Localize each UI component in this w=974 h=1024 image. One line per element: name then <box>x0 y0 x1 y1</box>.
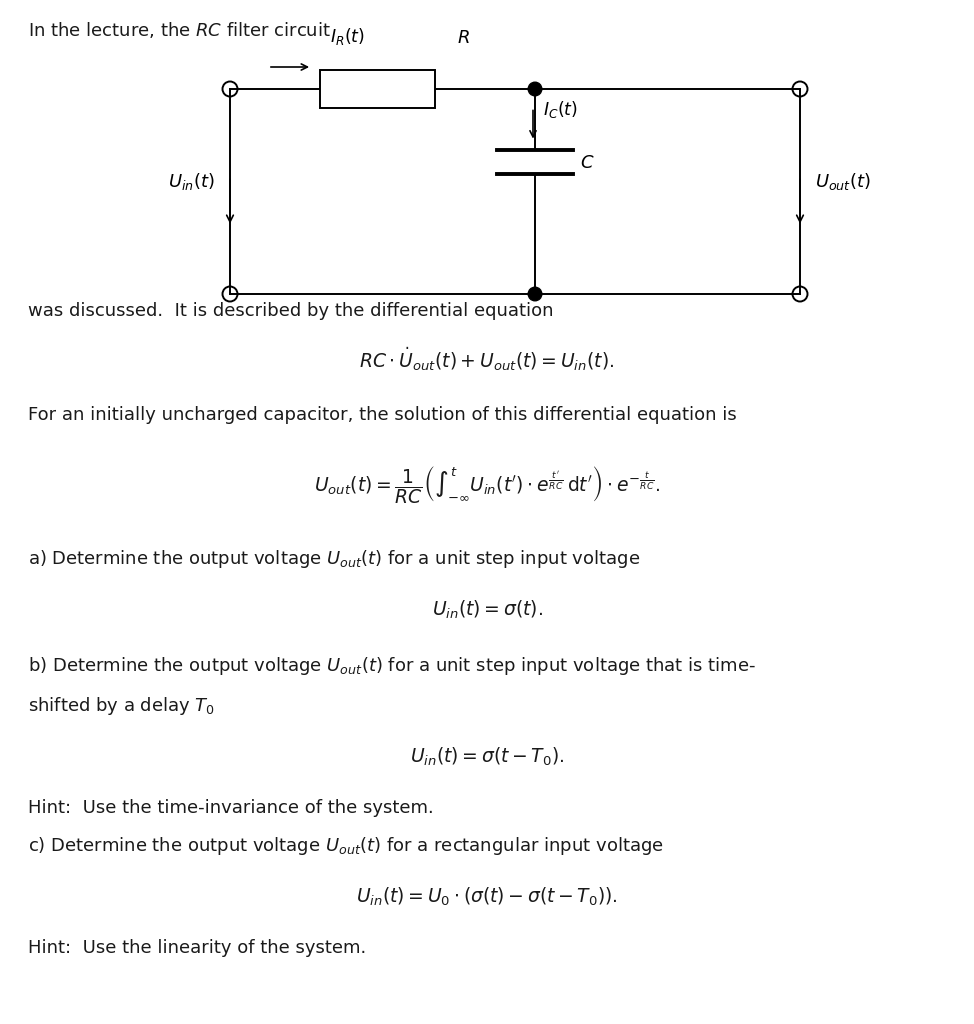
Text: $U_{out}(t)$: $U_{out}(t)$ <box>815 171 871 193</box>
Text: c) Determine the output voltage $U_{out}(t)$ for a rectangular input voltage: c) Determine the output voltage $U_{out}… <box>28 835 663 857</box>
Text: $U_{in}(t) = U_0 \cdot (\sigma(t) - \sigma(t - T_0)).$: $U_{in}(t) = U_0 \cdot (\sigma(t) - \sig… <box>356 886 618 908</box>
Text: Hint:  Use the linearity of the system.: Hint: Use the linearity of the system. <box>28 939 366 957</box>
Text: For an initially uncharged capacitor, the solution of this differential equation: For an initially uncharged capacitor, th… <box>28 406 736 424</box>
Bar <box>320 70 435 108</box>
Text: $I_R(t)$: $I_R(t)$ <box>330 26 365 47</box>
Text: Hint:  Use the time-invariance of the system.: Hint: Use the time-invariance of the sys… <box>28 799 433 817</box>
Circle shape <box>528 287 542 301</box>
Text: was discussed.  It is described by the differential equation: was discussed. It is described by the di… <box>28 302 553 319</box>
Text: a) Determine the output voltage $U_{out}(t)$ for a unit step input voltage: a) Determine the output voltage $U_{out}… <box>28 548 640 570</box>
Text: $U_{in}(t) = \sigma(t).$: $U_{in}(t) = \sigma(t).$ <box>431 599 543 622</box>
Circle shape <box>528 82 542 96</box>
Text: $I_C(t)$: $I_C(t)$ <box>543 98 578 120</box>
Text: In the lecture, the $\mathit{RC}$ filter circuit: In the lecture, the $\mathit{RC}$ filter… <box>28 20 331 40</box>
Text: b) Determine the output voltage $U_{out}(t)$ for a unit step input voltage that : b) Determine the output voltage $U_{out}… <box>28 655 756 677</box>
Text: $RC \cdot \dot{U}_{out}(t) + U_{out}(t) = U_{in}(t).$: $RC \cdot \dot{U}_{out}(t) + U_{out}(t) … <box>359 345 615 374</box>
Text: $R$: $R$ <box>457 29 469 47</box>
Text: shifted by a delay $T_0$: shifted by a delay $T_0$ <box>28 695 215 717</box>
Text: $U_{out}(t) = \dfrac{1}{RC} \left( \int_{-\infty}^{t} U_{in}(t^\prime) \cdot e^{: $U_{out}(t) = \dfrac{1}{RC} \left( \int_… <box>314 465 660 506</box>
Text: $C$: $C$ <box>580 154 594 172</box>
Text: $U_{in}(t) = \sigma(t - T_0).$: $U_{in}(t) = \sigma(t - T_0).$ <box>410 746 564 768</box>
Text: $U_{in}(t)$: $U_{in}(t)$ <box>169 171 215 193</box>
